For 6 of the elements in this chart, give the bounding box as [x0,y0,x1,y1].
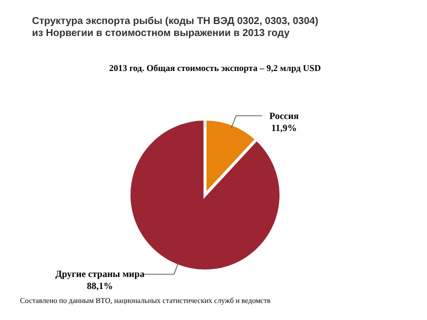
chart-title: Структура экспорта рыбы (коды ТН ВЭД 0302, 0303, 0304) из Норвегии в стоимостном выражении в 2013 году [32,16,318,39]
data-label: 11,9% [271,124,297,134]
chart-subtitle: 2013 год. Общая стоимость экспорта – 9,2 млрд USD [109,63,322,73]
data-label: 88,1% [86,282,113,292]
slice-label: Россия [269,112,299,122]
slice-label: Другие страны мира [55,270,145,280]
